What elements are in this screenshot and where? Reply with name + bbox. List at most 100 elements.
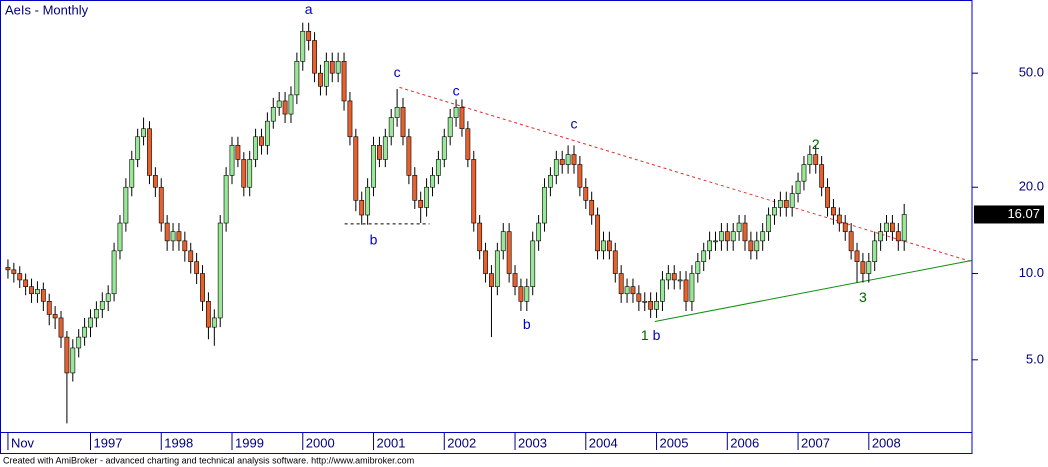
candle-body [860, 261, 866, 274]
candle-body [459, 107, 465, 130]
candle-body [430, 175, 435, 188]
candle-body [318, 72, 323, 87]
candle-body [601, 240, 606, 252]
candle-body [17, 273, 23, 281]
candle-body [29, 286, 34, 295]
candle-body [123, 186, 129, 224]
candle-body [377, 145, 382, 160]
candle-body [506, 231, 512, 274]
candle-body [135, 136, 141, 160]
wave-label: c [570, 116, 577, 132]
candle-body [46, 301, 52, 315]
candle-body [836, 214, 842, 224]
candle-body [819, 164, 825, 188]
candle-body [524, 286, 530, 302]
plot-area [0, 0, 973, 433]
candle-body [441, 136, 447, 160]
candle-body [99, 301, 105, 310]
chart-title: AeIs - Monthly [5, 2, 89, 17]
candle-body [630, 286, 636, 295]
candle-body [642, 301, 648, 303]
last-price-box [974, 205, 1044, 224]
candle-body [164, 222, 170, 242]
candle-body [105, 293, 111, 302]
candle-body [825, 186, 830, 208]
candle-body [182, 240, 188, 252]
candle-body [5, 267, 11, 271]
candle-body [300, 30, 306, 62]
candle-body [542, 186, 547, 224]
candle-body [748, 240, 754, 252]
candle-body [477, 222, 483, 252]
candle-body [365, 186, 371, 216]
candle-body [52, 314, 58, 319]
candle-body [559, 159, 565, 165]
candle-body [866, 261, 872, 274]
candle-body [901, 214, 907, 242]
wave-label: b [653, 327, 661, 343]
candle-body [889, 222, 895, 232]
x-tick-label: 1998 [164, 435, 193, 450]
candle-body [400, 107, 406, 138]
candle-body [713, 240, 718, 243]
candle-body [229, 145, 235, 176]
candle-body [624, 286, 630, 295]
candle-body [418, 200, 424, 208]
candle-body [282, 100, 288, 115]
candle-body [188, 250, 194, 262]
x-tick-label: 2000 [306, 435, 335, 450]
x-tick-label: 1999 [235, 435, 264, 450]
candle-body [447, 117, 453, 138]
candle-body [158, 186, 164, 224]
candle-body [129, 159, 135, 188]
candle-body [306, 30, 312, 41]
candle-body [683, 279, 689, 302]
candle-body [795, 180, 801, 194]
candle-body [276, 100, 282, 108]
candle-body [695, 261, 701, 274]
candle-body [93, 309, 99, 319]
candle-body [789, 193, 795, 208]
candle-body [382, 136, 388, 160]
candle-body [654, 301, 659, 310]
candle-body [388, 117, 394, 138]
candle-body [730, 231, 736, 242]
candle-body [884, 222, 889, 232]
candle-body [371, 145, 376, 188]
candle-body [435, 159, 441, 176]
wave-label: 1 [641, 327, 649, 343]
candle-body [412, 175, 418, 201]
x-tick-label: Nov [11, 435, 35, 450]
candle-body [512, 273, 518, 287]
candle-body [518, 286, 524, 302]
candle-body [595, 214, 600, 252]
candle-body [170, 231, 176, 242]
x-tick-label: 2006 [730, 435, 759, 450]
candle-body [23, 279, 29, 287]
candle-body [489, 273, 494, 287]
candle-body [329, 61, 335, 74]
trend-line [399, 86, 972, 263]
candle-body [235, 145, 241, 160]
candle-body [618, 273, 624, 295]
candle-body [241, 159, 247, 188]
candle-body [247, 159, 253, 188]
candle-body [648, 301, 654, 310]
x-tick-label: 2004 [589, 435, 618, 450]
candle-body [872, 240, 878, 262]
candle-body [206, 301, 211, 328]
candle-body [848, 231, 854, 252]
candle-body [223, 175, 229, 224]
candle-body [553, 159, 559, 176]
candle-body [701, 250, 707, 262]
candle-body [766, 214, 771, 232]
candle-body [35, 289, 40, 295]
candle-body [347, 100, 353, 138]
candle-body [736, 222, 742, 232]
y-tick-label: 10.0 [1019, 265, 1044, 280]
candle-body [583, 186, 589, 201]
candle-body [264, 120, 270, 146]
candle-body [707, 240, 713, 252]
candle-body [147, 128, 152, 176]
candle-body [211, 317, 217, 328]
